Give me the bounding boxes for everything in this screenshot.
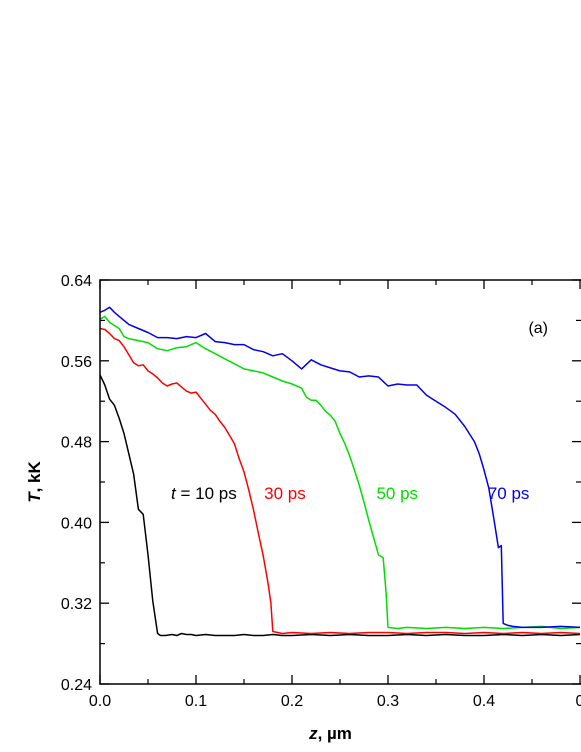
series-line-2 <box>99 327 581 635</box>
x-axis-title-unit: , µm <box>318 724 352 743</box>
series-line-3 <box>99 315 581 630</box>
series-label-3: 50 ps <box>376 484 418 503</box>
y-tick-label: 0.48 <box>61 435 92 452</box>
series-label-equals: = <box>176 484 195 503</box>
series-label-1: t = 10 ps <box>171 484 237 503</box>
series-label-4: 70 ps <box>488 484 530 503</box>
ticks-layer <box>99 279 581 685</box>
series-layer <box>99 306 581 637</box>
y-tick-label: 0.56 <box>61 354 92 371</box>
y-tick-label: 0.40 <box>61 515 92 532</box>
series-line-1 <box>99 374 581 637</box>
series-label-prefix: t <box>171 484 177 503</box>
x-axis-title-symbol: z <box>308 724 318 743</box>
labels-layer: 0.0 0.1 0.2 0.3 0.4 00.240.320.400.480.560.64… <box>61 273 581 710</box>
y-axis-title-symbol: T <box>25 491 44 503</box>
series-label-2: 30 ps <box>264 484 306 503</box>
y-tick-label: 0.32 <box>61 596 92 613</box>
plot-frame <box>99 279 581 685</box>
x-tick-label: 0.2 <box>281 693 303 710</box>
y-tick-label: 0.24 <box>61 677 92 694</box>
y-axis-title: T, kK <box>25 460 44 502</box>
x-tick-label: 0.1 <box>185 693 207 710</box>
x-tick-label: 0 <box>576 693 581 710</box>
x-tick-label: 0.0 <box>89 693 111 710</box>
panel-label: (a) <box>528 320 548 337</box>
x-tick-label: 0.3 <box>377 693 399 710</box>
x-axis-title: z, µm <box>308 724 352 743</box>
x-tick-label: 0.4 <box>473 693 495 710</box>
series-label-name: 10 ps <box>195 484 237 503</box>
y-tick-label: 0.64 <box>61 273 92 290</box>
y-axis-title-unit: , kK <box>25 460 44 492</box>
series-line-4 <box>99 306 581 629</box>
